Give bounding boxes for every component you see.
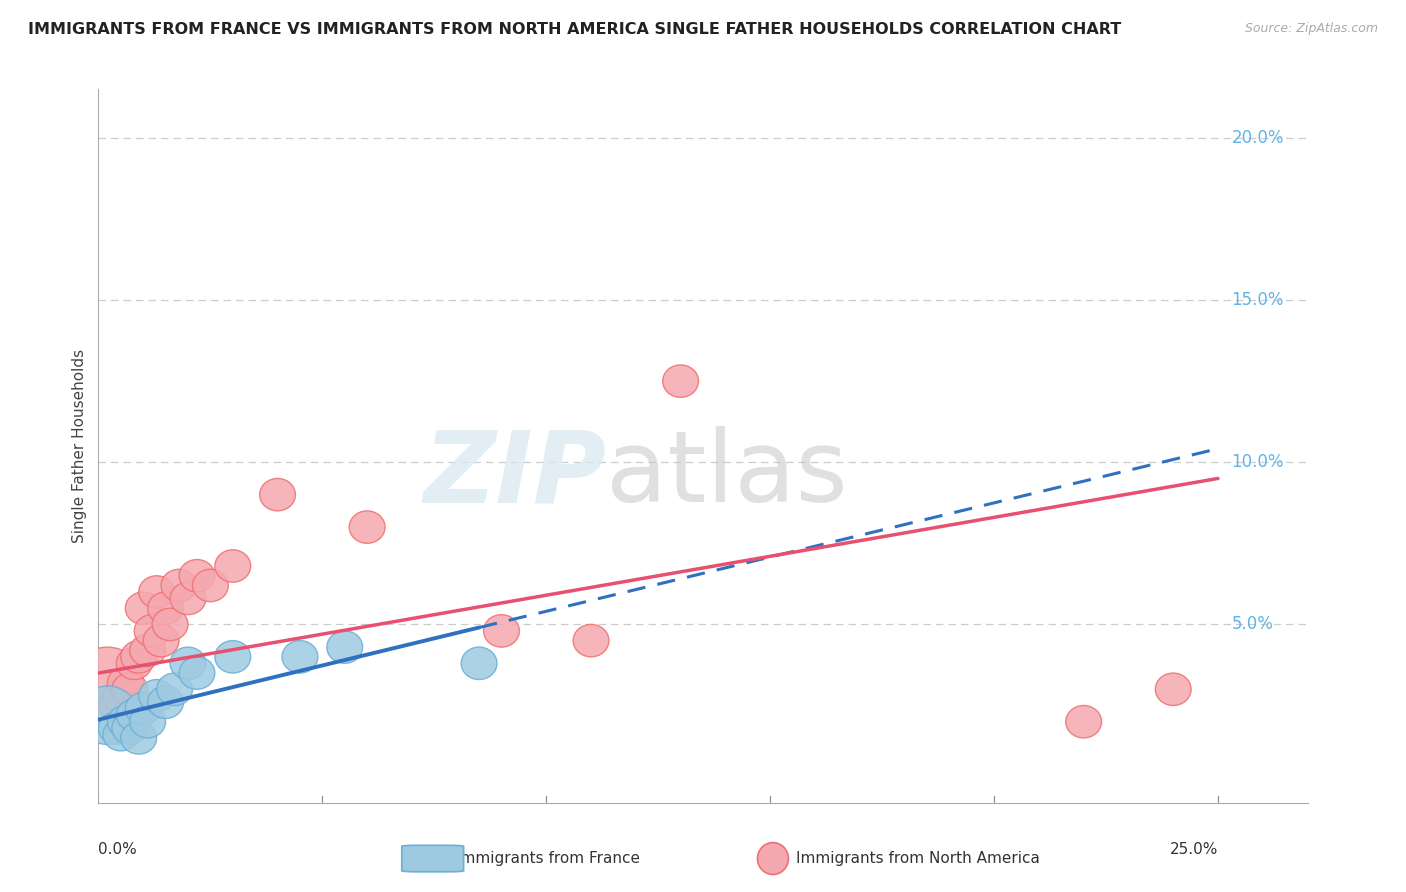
Text: Immigrants from France: Immigrants from France: [456, 851, 640, 866]
Text: 15.0%: 15.0%: [1232, 291, 1284, 309]
Ellipse shape: [98, 690, 134, 722]
Ellipse shape: [134, 615, 170, 647]
Ellipse shape: [148, 686, 184, 718]
Ellipse shape: [125, 592, 162, 624]
Ellipse shape: [179, 657, 215, 690]
Ellipse shape: [1156, 673, 1191, 706]
Ellipse shape: [179, 559, 215, 592]
Ellipse shape: [148, 592, 184, 624]
Ellipse shape: [326, 631, 363, 664]
Ellipse shape: [156, 673, 193, 706]
Text: 10.0%: 10.0%: [1232, 453, 1284, 471]
Text: Source: ZipAtlas.com: Source: ZipAtlas.com: [1244, 22, 1378, 36]
Ellipse shape: [461, 647, 496, 680]
Ellipse shape: [139, 575, 174, 608]
Text: IMMIGRANTS FROM FRANCE VS IMMIGRANTS FROM NORTH AMERICA SINGLE FATHER HOUSEHOLDS: IMMIGRANTS FROM FRANCE VS IMMIGRANTS FRO…: [28, 22, 1122, 37]
Ellipse shape: [260, 478, 295, 511]
Ellipse shape: [125, 692, 162, 725]
Ellipse shape: [283, 640, 318, 673]
Ellipse shape: [143, 624, 179, 657]
Ellipse shape: [72, 647, 143, 712]
Text: Immigrants from North America: Immigrants from North America: [796, 851, 1040, 866]
Ellipse shape: [76, 686, 139, 745]
Ellipse shape: [170, 582, 205, 615]
Ellipse shape: [129, 634, 166, 666]
Ellipse shape: [107, 666, 143, 699]
Ellipse shape: [103, 680, 139, 712]
Ellipse shape: [103, 718, 139, 751]
Ellipse shape: [574, 624, 609, 657]
Ellipse shape: [98, 712, 134, 745]
Text: atlas: atlas: [606, 426, 848, 523]
Text: 25.0%: 25.0%: [1170, 842, 1218, 856]
Ellipse shape: [193, 569, 228, 602]
Ellipse shape: [117, 699, 152, 731]
Ellipse shape: [215, 549, 250, 582]
Ellipse shape: [162, 569, 197, 602]
Ellipse shape: [117, 647, 152, 680]
Ellipse shape: [170, 647, 205, 680]
FancyBboxPatch shape: [402, 846, 464, 871]
Text: 20.0%: 20.0%: [1232, 128, 1284, 147]
Ellipse shape: [662, 365, 699, 397]
Text: ZIP: ZIP: [423, 426, 606, 523]
Text: 0.0%: 0.0%: [98, 842, 138, 856]
Ellipse shape: [121, 722, 156, 754]
Ellipse shape: [1066, 706, 1101, 738]
Ellipse shape: [129, 706, 166, 738]
Ellipse shape: [121, 640, 156, 673]
Ellipse shape: [758, 843, 789, 874]
Y-axis label: Single Father Households: Single Father Households: [72, 349, 87, 543]
Ellipse shape: [112, 712, 148, 745]
Ellipse shape: [349, 511, 385, 543]
Ellipse shape: [139, 680, 174, 712]
Ellipse shape: [107, 706, 143, 738]
Ellipse shape: [112, 673, 148, 706]
Ellipse shape: [152, 608, 188, 640]
Ellipse shape: [215, 640, 250, 673]
Ellipse shape: [484, 615, 519, 647]
Text: 5.0%: 5.0%: [1232, 615, 1274, 633]
